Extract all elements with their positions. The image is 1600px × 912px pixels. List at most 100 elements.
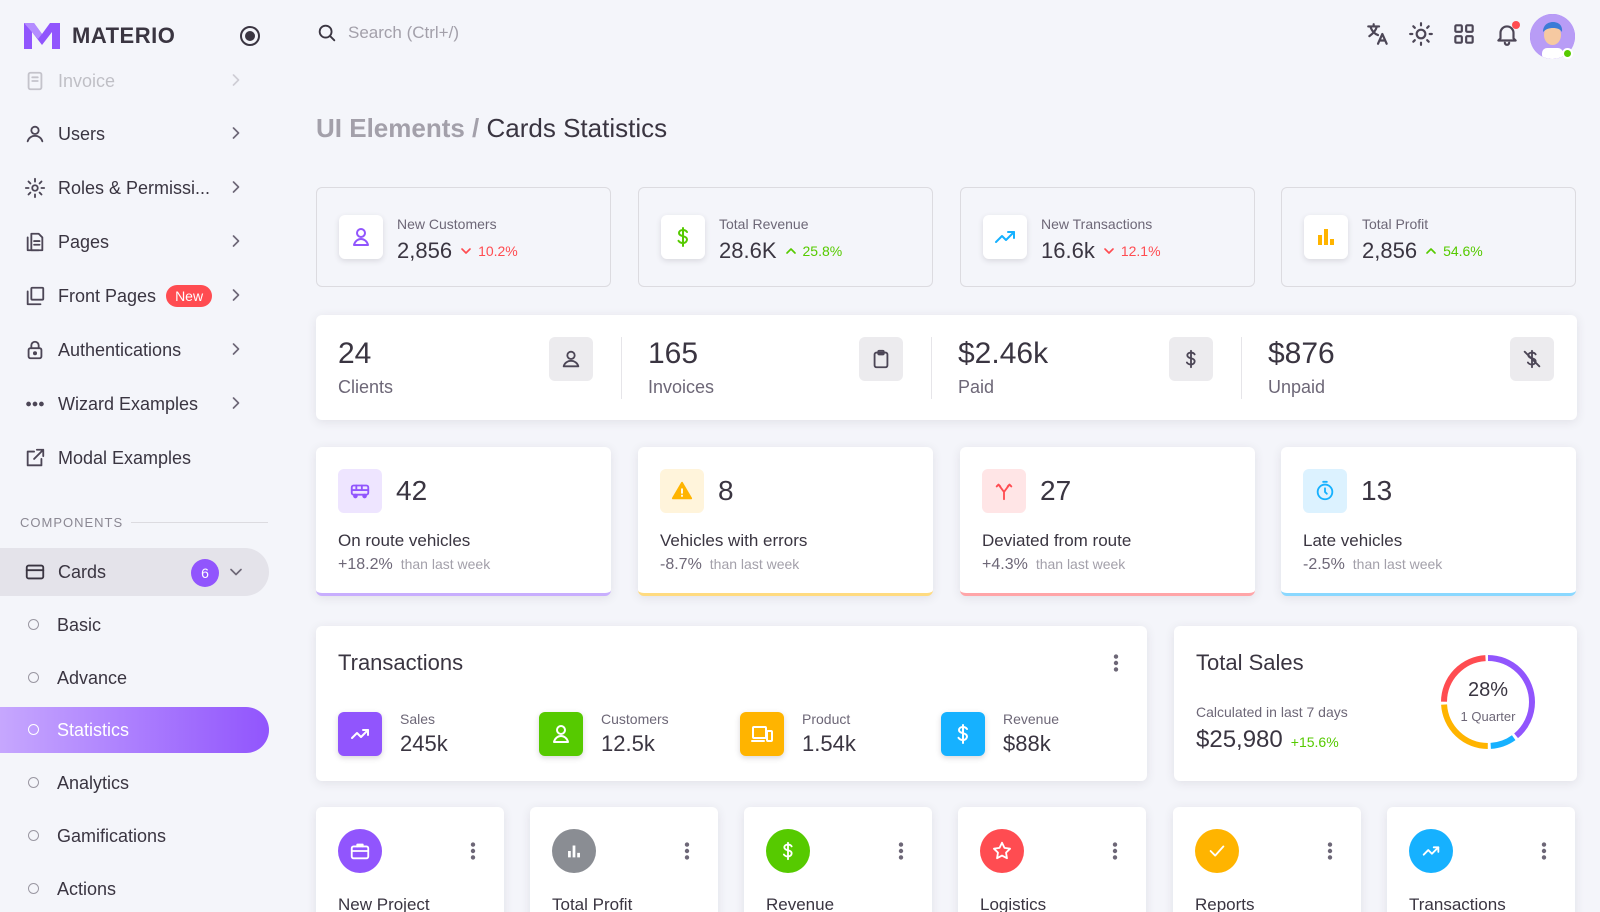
sidebar-item-label: Modal Examples xyxy=(58,447,192,468)
bar-chart-icon xyxy=(568,845,580,858)
sidebar-item-modal-examples[interactable]: Modal Examples xyxy=(0,435,270,481)
sidebar-item-label: Pages xyxy=(58,231,110,252)
vehicle-icon-box xyxy=(660,469,704,513)
subitem-label: Basic xyxy=(57,614,102,635)
tx-icon-box xyxy=(539,712,583,756)
section-title-components: COMPONENTS xyxy=(20,515,268,530)
more-vertical-icon[interactable] xyxy=(1104,840,1126,862)
tx-value: 245k xyxy=(400,731,448,756)
mini-card-title: New Project xyxy=(338,895,430,912)
more-vertical-icon[interactable] xyxy=(676,840,698,862)
timer-icon xyxy=(1316,480,1334,501)
sidebar-item-invoice[interactable]: Invoice xyxy=(0,58,270,104)
more-vertical-icon[interactable] xyxy=(1105,652,1127,674)
user-icon xyxy=(562,350,580,368)
kpi-trend: 54.6% xyxy=(1423,243,1483,259)
top-actions xyxy=(1365,21,1520,47)
sidebar-item-users[interactable]: Users xyxy=(0,111,270,157)
page-title: UI Elements / Cards Statistics xyxy=(316,113,667,144)
sidebar-toggle-icon[interactable] xyxy=(238,24,262,48)
count-badge: 6 xyxy=(191,559,219,587)
kpi-icon-box xyxy=(983,215,1027,259)
kpi-row: 2,856 10.2% xyxy=(397,238,518,264)
translate-icon[interactable] xyxy=(1365,21,1391,47)
summary-icon-box xyxy=(549,337,593,381)
summary-icon-box xyxy=(1169,337,1213,381)
sidebar: MATERIO Invoice Users Roles & Permissi..… xyxy=(0,0,276,912)
search-icon[interactable] xyxy=(316,22,338,44)
donut-chart xyxy=(1441,655,1535,749)
dots-icon xyxy=(26,401,44,407)
chevron-up-icon xyxy=(1426,248,1436,254)
bullet-icon xyxy=(28,724,39,735)
sidebar-subitem-basic[interactable]: Basic xyxy=(0,602,269,648)
transactions-card: Transactions Sales 245k Customers 12.5k Pr… xyxy=(316,626,1147,781)
breadcrumb-current: Cards Statistics xyxy=(486,113,668,143)
card-title: Transactions xyxy=(338,650,464,675)
mini-icon-circle xyxy=(338,829,382,873)
sidebar-item-pages[interactable]: Pages xyxy=(0,219,270,265)
breadcrumb-separator: / xyxy=(464,113,487,143)
gear-icon xyxy=(24,177,46,199)
online-status-dot xyxy=(1562,48,1573,59)
donut-period: 1 Quarter xyxy=(1460,709,1516,724)
summary-unpaid: $876 Unpaid xyxy=(1246,315,1577,420)
breadcrumb-parent[interactable]: UI Elements xyxy=(316,113,465,143)
sidebar-item-front-pages[interactable]: Front Pages New xyxy=(0,273,270,319)
subitem-label: Gamifications xyxy=(57,825,167,846)
subitem-label: Actions xyxy=(57,878,117,899)
chevron-right-icon xyxy=(232,74,240,86)
bus-icon xyxy=(350,484,370,499)
sidebar-item-roles[interactable]: Roles & Permissi... xyxy=(0,165,270,211)
kpi-row: 16.6k 12.1% xyxy=(1041,238,1161,264)
sidebar-subitem-gamifications[interactable]: Gamifications xyxy=(0,813,269,859)
summary-value: 24 xyxy=(338,337,372,370)
total-sales-amount-row: $25,980 +15.6% xyxy=(1196,726,1339,754)
dollar-icon xyxy=(957,724,968,744)
bullet-icon xyxy=(28,830,39,841)
sidebar-subitem-analytics[interactable]: Analytics xyxy=(0,760,269,806)
sidebar-subitem-statistics[interactable]: Statistics xyxy=(0,707,269,753)
bar-chart-icon xyxy=(1318,229,1334,245)
brand[interactable]: MATERIO xyxy=(24,20,175,52)
mini-card-reports: Reports xyxy=(1173,807,1361,912)
mini-icon-circle xyxy=(980,829,1024,873)
kpi-row: 28.6K 25.8% xyxy=(719,238,842,264)
mini-icon-circle xyxy=(552,829,596,873)
search-input[interactable] xyxy=(348,23,648,43)
sidebar-group-cards[interactable]: Cards 6 xyxy=(0,548,269,596)
total-sales-subtitle: Calculated in last 7 days xyxy=(1196,704,1348,720)
more-vertical-icon[interactable] xyxy=(890,840,912,862)
more-vertical-icon[interactable] xyxy=(462,840,484,862)
tx-text: Customers 12.5k xyxy=(601,711,669,757)
card-title: Total Sales xyxy=(1196,650,1304,675)
change-suffix: than last week xyxy=(709,556,800,572)
summary-clients: 24 Clients xyxy=(316,315,626,420)
summary-value: $2.46k xyxy=(958,337,1049,370)
sidebar-subitem-actions[interactable]: Actions xyxy=(0,866,269,912)
change-value: +18.2% xyxy=(338,556,393,573)
summary-card: 24 Clients 165 Invoices $2.46k Paid $876… xyxy=(316,315,1577,420)
sidebar-subitem-advance[interactable]: Advance xyxy=(0,655,269,701)
kpi-icon-box xyxy=(1304,215,1348,259)
tx-icon-box xyxy=(338,712,382,756)
theme-sun-icon[interactable] xyxy=(1408,21,1434,47)
vehicle-card-on-route: 42 On route vehicles +18.2% than last wee… xyxy=(316,447,611,596)
kpi-change: 10.2% xyxy=(478,243,518,259)
sidebar-item-label: Front Pages xyxy=(58,285,157,306)
kpi-value: 28.6K xyxy=(719,238,777,263)
sidebar-item-label: Authentications xyxy=(58,339,182,360)
mini-card-title: Total Profit xyxy=(552,895,633,912)
apps-grid-icon[interactable] xyxy=(1451,21,1477,47)
mini-card-title: Reports xyxy=(1195,895,1255,912)
more-vertical-icon[interactable] xyxy=(1533,840,1555,862)
summary-label: Clients xyxy=(338,377,394,397)
notifications[interactable] xyxy=(1494,21,1520,47)
chevron-right-icon xyxy=(232,127,240,139)
sidebar-item-authentications[interactable]: Authentications xyxy=(0,327,270,373)
kpi-label: Total Revenue xyxy=(719,216,809,232)
chevron-right-icon xyxy=(232,289,240,301)
more-vertical-icon[interactable] xyxy=(1319,840,1341,862)
sidebar-item-wizard-examples[interactable]: Wizard Examples xyxy=(0,381,270,427)
briefcase-icon xyxy=(350,843,370,860)
